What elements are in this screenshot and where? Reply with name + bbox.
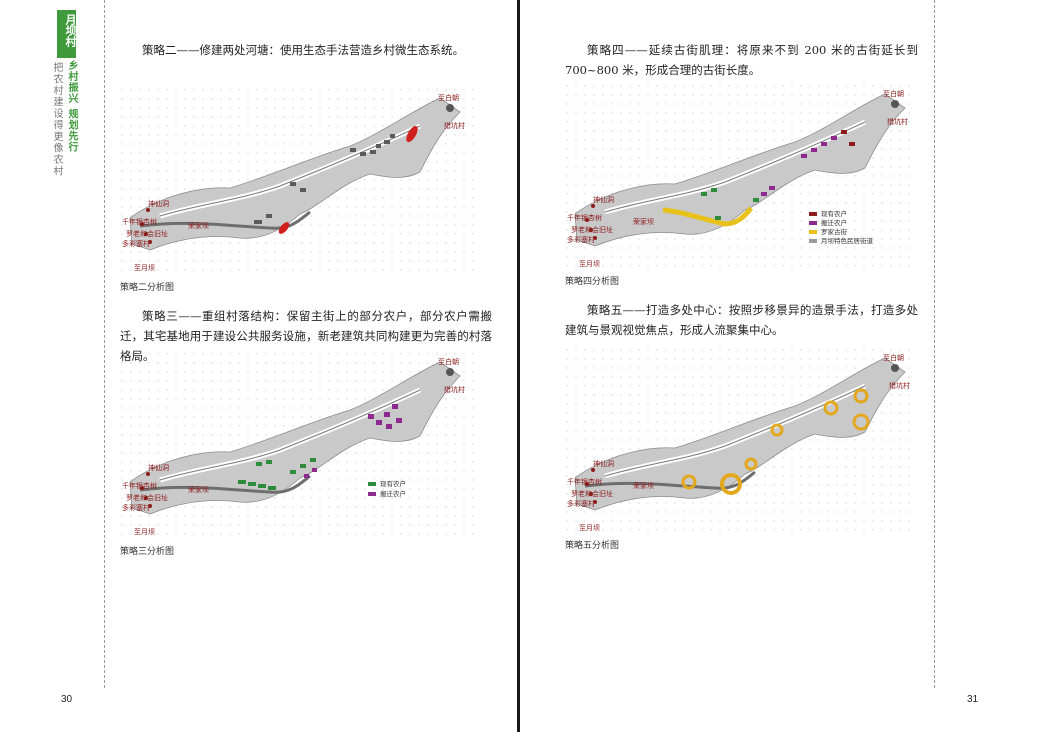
place-label: 荣家坝 bbox=[188, 221, 209, 230]
center-6 bbox=[853, 388, 869, 404]
right-margin-line bbox=[934, 0, 935, 688]
legend4-swatch-existing bbox=[809, 212, 817, 216]
place-label: 至月坝 bbox=[579, 259, 600, 268]
place-label: 至白朝 bbox=[438, 93, 459, 102]
center-3 bbox=[744, 457, 758, 471]
legend-label: 月坝特色民居街道 bbox=[821, 236, 874, 245]
legend-label: 现有农户 bbox=[380, 479, 406, 488]
legend4-swatch-dwelling bbox=[809, 239, 817, 243]
legend4-swatch-street bbox=[809, 230, 817, 234]
place-label: 神仙洞 bbox=[593, 195, 614, 204]
place-label: 神仙洞 bbox=[148, 199, 169, 208]
place-label: 多彩塞村 bbox=[567, 235, 595, 244]
strategy3-map: 至白朝 猎坑村 神仙洞 千年银杏树 罗老和会旧址 多彩塞村 荣家坝 至月坝 现有… bbox=[120, 352, 480, 540]
center-7 bbox=[852, 413, 870, 431]
place-label: 罗老和会旧址 bbox=[571, 225, 613, 234]
book-spine bbox=[517, 0, 520, 732]
place-label: 罗老和会旧址 bbox=[126, 493, 168, 502]
place-label: 千年银杏树 bbox=[122, 481, 157, 490]
center-4 bbox=[770, 423, 784, 437]
pond-north bbox=[406, 125, 418, 143]
legend-label: 现有农户 bbox=[821, 209, 847, 218]
series-subtitle: 把农村建设得更像农村 bbox=[51, 62, 62, 177]
place-label: 多彩塞村 bbox=[567, 499, 595, 508]
strategy4-map: 至白朝 猎坑村 神仙洞 千年银杏树 罗老和会旧址 多彩塞村 荣家坝 至月坝 现有… bbox=[565, 84, 917, 270]
chapter-tab-label: 月坝村 bbox=[64, 14, 77, 47]
series-title: 乡村振兴 规划先行 bbox=[66, 60, 77, 153]
place-label: 至月坝 bbox=[134, 527, 155, 536]
pond-south bbox=[278, 222, 290, 234]
legend-label: 搬迁农户 bbox=[821, 218, 847, 227]
ancient-street bbox=[662, 206, 753, 227]
place-label: 多彩塞村 bbox=[122, 503, 150, 512]
place-label: 猎坑村 bbox=[889, 381, 910, 390]
page-number-right: 31 bbox=[967, 694, 979, 705]
place-label: 猎坑村 bbox=[887, 117, 908, 126]
strategy4-text: 策略四——延续古街肌理：将原来不到 200 米的古街延长到 700~800 米，… bbox=[565, 43, 918, 77]
place-label: 至白朝 bbox=[883, 353, 904, 362]
legend-label: 罗家古街 bbox=[821, 227, 848, 236]
place-label: 罗老和会旧址 bbox=[126, 229, 168, 238]
legend3-swatch-relocate bbox=[368, 492, 376, 496]
place-label: 猎坑村 bbox=[444, 385, 465, 394]
place-label: 多彩塞村 bbox=[122, 239, 150, 248]
place-label: 荣家坝 bbox=[633, 217, 654, 226]
center-2 bbox=[720, 473, 742, 495]
strategy5-text: 策略五——打造多处中心：按照步移景异的造景手法，打造多处建筑与景观视觉焦点，形成… bbox=[565, 303, 918, 337]
place-label: 罗老和会旧址 bbox=[571, 489, 613, 498]
place-label: 千年银杏树 bbox=[567, 477, 602, 486]
place-label: 神仙洞 bbox=[593, 459, 614, 468]
place-label: 至白朝 bbox=[438, 357, 459, 366]
place-label: 至月坝 bbox=[134, 263, 155, 272]
strategy4-caption: 策略四分析图 bbox=[565, 277, 620, 287]
left-margin-line bbox=[104, 0, 105, 688]
strategy5-map: 至白朝 猎坑村 神仙洞 千年银杏树 罗老和会旧址 多彩塞村 荣家坝 至月坝 bbox=[565, 348, 917, 536]
center-1 bbox=[681, 474, 697, 490]
place-label: 神仙洞 bbox=[148, 463, 169, 472]
center-5 bbox=[823, 400, 839, 416]
strategy2-text: 策略二——修建两处河塘：使用生态手法营造乡村微生态系统。 bbox=[142, 43, 464, 57]
place-label: 至白朝 bbox=[883, 89, 904, 98]
strategy2-caption: 策略二分析图 bbox=[120, 283, 175, 293]
page-number-left: 30 bbox=[61, 694, 73, 705]
place-label: 千年银杏树 bbox=[567, 213, 602, 222]
legend-label: 搬迁农户 bbox=[380, 489, 406, 498]
place-label: 至月坝 bbox=[579, 523, 600, 532]
place-label: 千年银杏树 bbox=[122, 217, 157, 226]
chapter-tab: 月坝村 bbox=[57, 10, 77, 58]
place-label: 荣家坝 bbox=[188, 485, 209, 494]
strategy3-caption: 策略三分析图 bbox=[120, 547, 175, 557]
legend4-swatch-relocate bbox=[809, 221, 817, 225]
place-label: 荣家坝 bbox=[633, 481, 654, 490]
place-label: 猎坑村 bbox=[444, 121, 465, 130]
strategy5-caption: 策略五分析图 bbox=[565, 541, 620, 551]
strategy2-map: 至白朝 猎坑村 神仙洞 千年银杏树 罗老和会旧址 多彩塞村 荣家坝 至月坝 bbox=[120, 88, 480, 276]
legend3-swatch-existing bbox=[368, 482, 376, 486]
